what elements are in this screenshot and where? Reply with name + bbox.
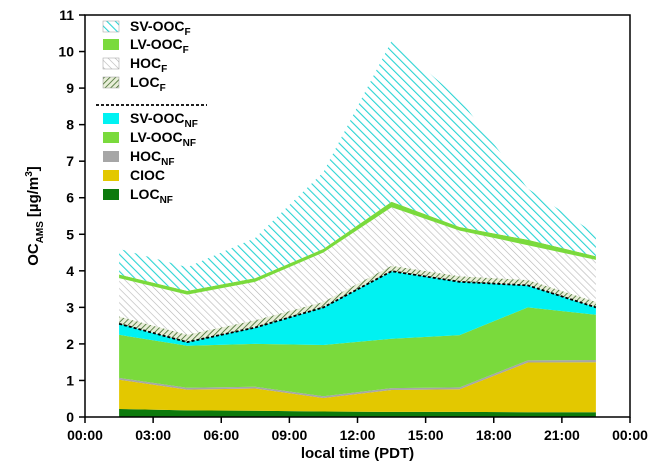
axes: 0 1 2 3 4 5 6 7 8 9 10 11 00:00 03:00 06:00 09:00 12:00 1… bbox=[24, 7, 648, 462]
y-axis-title-unit: [µg/m bbox=[25, 177, 42, 217]
area-sv-ooc-f bbox=[119, 40, 596, 291]
legend-swatch-lv-ooc-f bbox=[103, 39, 119, 50]
legend-label-hoc-f: HOCF bbox=[130, 55, 167, 75]
legend-label-name: LV-OOC bbox=[130, 36, 183, 52]
area-hoc-f bbox=[119, 207, 596, 335]
legend-swatch-loc-nf bbox=[103, 189, 119, 200]
y-axis-title-unit-superscript: 3 bbox=[24, 171, 35, 177]
area-loc-nf bbox=[119, 409, 596, 417]
legend-swatch-sv-ooc-f bbox=[102, 20, 120, 33]
legend-label-subscript: NF bbox=[161, 157, 174, 168]
x-tick-label: 06:00 bbox=[203, 427, 239, 443]
legend-label-subscript: F bbox=[183, 45, 189, 56]
area-lv-ooc-nf bbox=[119, 307, 596, 397]
legend-label-name: HOC bbox=[130, 148, 161, 164]
y-tick-label: 7 bbox=[66, 153, 74, 169]
legend-label-subscript: F bbox=[160, 83, 166, 94]
area-sv-ooc-nf bbox=[119, 271, 596, 346]
legend-label-subscript: NF bbox=[160, 195, 173, 206]
x-axis-title: local time (PDT) bbox=[301, 445, 414, 462]
legend-swatch-hoc-nf bbox=[103, 151, 119, 162]
legend-label-loc-f: LOCF bbox=[130, 74, 166, 94]
area-hoc-nf bbox=[119, 360, 596, 398]
legend-label-name: SV-OOC bbox=[130, 110, 184, 126]
legend-label-lv-ooc-nf: LV-OOCNF bbox=[130, 129, 196, 149]
legend-swatch-hoc-f bbox=[102, 57, 120, 70]
y-tick-label: 1 bbox=[66, 372, 74, 388]
legend-label-hoc-nf: HOCNF bbox=[130, 148, 174, 168]
legend-label-cioc: CIOC bbox=[130, 167, 165, 183]
y-tick-label: 11 bbox=[59, 7, 74, 23]
x-tick-label: 00:00 bbox=[612, 427, 648, 443]
legend-label-sv-ooc-nf: SV-OOCNF bbox=[130, 110, 198, 130]
y-tick-label: 0 bbox=[66, 409, 74, 425]
y-tick-label: 6 bbox=[66, 190, 74, 206]
legend-label-loc-nf: LOCNF bbox=[130, 186, 173, 206]
x-tick-label: 18:00 bbox=[476, 427, 512, 443]
area-cioc bbox=[119, 362, 596, 413]
legend: SV-OOCFLV-OOCFHOCFLOCFSV-OOCNFLV-OOCNFHO… bbox=[96, 18, 207, 206]
y-axis-title-main: OC bbox=[25, 243, 42, 266]
legend-label-name: LOC bbox=[130, 74, 160, 90]
legend-label-subscript: F bbox=[161, 64, 167, 75]
y-tick-label: 9 bbox=[66, 80, 74, 96]
legend-label-subscript: NF bbox=[183, 138, 196, 149]
legend-label-name: LV-OOC bbox=[130, 129, 183, 145]
legend-label-name: SV-OOC bbox=[130, 18, 184, 34]
nf-f-boundary-line bbox=[118, 270, 597, 344]
legend-label-subscript: F bbox=[184, 27, 190, 38]
y-tick-label: 10 bbox=[58, 44, 74, 60]
y-tick-label: 5 bbox=[66, 226, 74, 242]
x-tick-label: 15:00 bbox=[408, 427, 444, 443]
y-tick-label: 3 bbox=[66, 299, 74, 315]
legend-label-name: LOC bbox=[130, 186, 160, 202]
x-tick-label: 09:00 bbox=[271, 427, 307, 443]
x-tick-label: 00:00 bbox=[67, 427, 103, 443]
legend-label-name: HOC bbox=[130, 55, 161, 71]
y-axis-title-unit-close: ] bbox=[25, 166, 42, 171]
x-tick-label: 03:00 bbox=[135, 427, 171, 443]
legend-swatch-cioc bbox=[103, 170, 119, 181]
x-tick-label: 12:00 bbox=[340, 427, 376, 443]
y-axis-title: OCAMS [µg/m3] bbox=[24, 166, 46, 266]
legend-swatch-sv-ooc-nf bbox=[103, 113, 119, 124]
y-axis-title-subscript: AMS bbox=[35, 221, 46, 244]
y-tick-label: 2 bbox=[66, 336, 74, 352]
x-tick-label: 21:00 bbox=[544, 427, 580, 443]
legend-label-subscript: NF bbox=[184, 119, 197, 130]
y-tick-label: 4 bbox=[66, 263, 74, 279]
y-tick-label: 8 bbox=[66, 117, 74, 133]
legend-label-name: CIOC bbox=[130, 167, 165, 183]
legend-label-sv-ooc-f: SV-OOCF bbox=[130, 18, 191, 38]
legend-swatch-lv-ooc-nf bbox=[103, 132, 119, 143]
stacked-areas bbox=[118, 40, 597, 417]
legend-swatch-loc-f bbox=[102, 76, 120, 89]
area-loc-f bbox=[119, 265, 596, 343]
legend-label-lv-ooc-f: LV-OOCF bbox=[130, 36, 189, 56]
